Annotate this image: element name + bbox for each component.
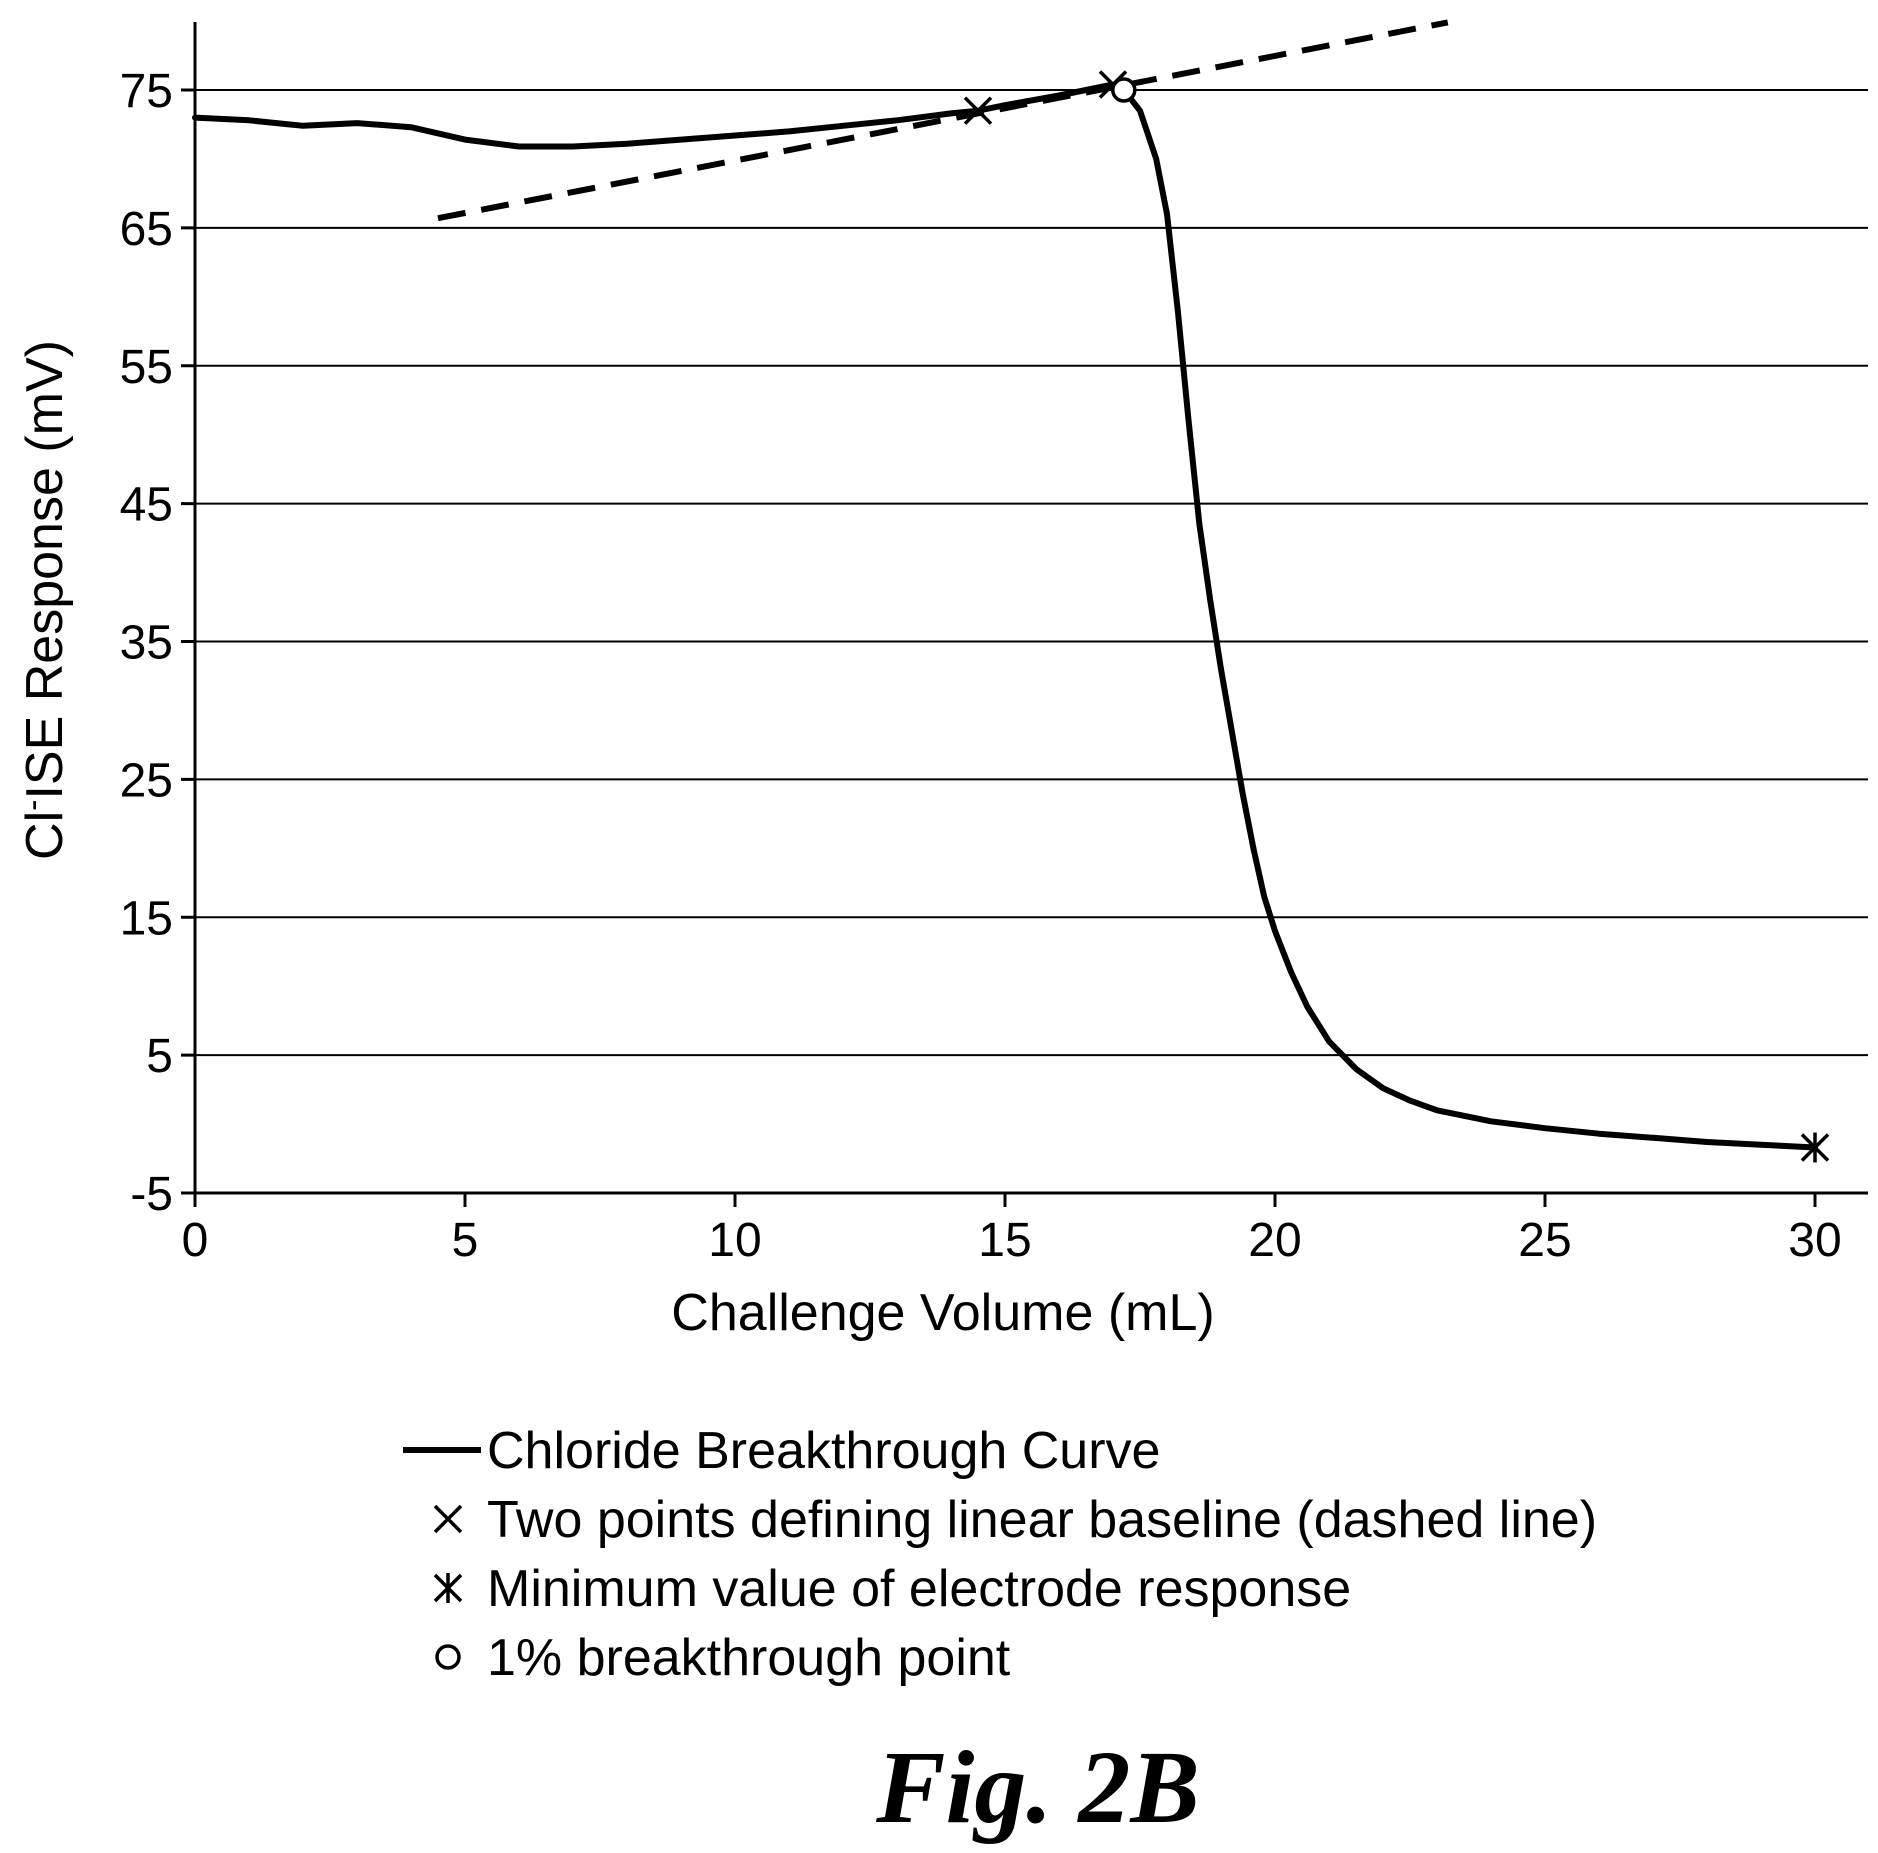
x-marker-stroke xyxy=(963,96,993,125)
axes xyxy=(181,22,1868,1207)
legend-x-symbol xyxy=(433,1504,463,1534)
minimum-response-marker xyxy=(1800,1132,1830,1163)
legend-label: Minimum value of electrode response xyxy=(487,1560,1351,1618)
breakthrough-curve-line xyxy=(192,81,1818,1151)
y-tick-label: -5 xyxy=(130,1168,173,1221)
legend-label: Chloride Breakthrough Curve xyxy=(487,1422,1160,1480)
gridlines xyxy=(195,89,1868,1057)
baseline-dashed-line xyxy=(437,19,1449,222)
y-tick-label: 25 xyxy=(120,754,173,807)
series xyxy=(192,19,1818,1151)
y-tick-label: 55 xyxy=(120,341,173,394)
x-marker-stroke xyxy=(433,1504,463,1534)
legend-asterisk-symbol xyxy=(433,1573,463,1603)
y-axis-title: Cl-ISE Response (mV) xyxy=(14,340,74,860)
x-tick-label: 0 xyxy=(182,1214,209,1267)
tick-labels: -5 5 15 25 35 45 55 65 75 0 5 10 15 20 25 30 xyxy=(120,65,1842,1267)
baseline-point-marker xyxy=(963,96,993,125)
y-axis-title-group: Cl-ISE Response (mV) xyxy=(14,340,74,860)
y-tick-label: 65 xyxy=(120,203,173,256)
y-axis-title-prefix: Cl xyxy=(16,811,74,860)
markers xyxy=(963,70,1830,1163)
x-tick-label: 20 xyxy=(1248,1214,1301,1267)
y-tick-label: 5 xyxy=(146,1030,173,1083)
y-tick-label: 15 xyxy=(120,892,173,945)
y-tick-label: 45 xyxy=(120,479,173,532)
figure-caption: Fig. 2B xyxy=(875,1730,1200,1845)
legend: Chloride Breakthrough Curve Two points de… xyxy=(403,1422,1597,1687)
y-tick-label: 75 xyxy=(120,65,173,118)
x-tick-label: 30 xyxy=(1788,1214,1841,1267)
legend-label: Two points defining linear baseline (das… xyxy=(487,1491,1597,1549)
x-tick-label: 5 xyxy=(452,1214,479,1267)
x-tick-label: 10 xyxy=(708,1214,761,1267)
y-tick-label: 35 xyxy=(120,617,173,670)
y-axis-title-superscript: - xyxy=(14,800,52,811)
breakthrough-point-marker xyxy=(1111,77,1137,103)
x-axis-title: Challenge Volume (mL) xyxy=(671,1284,1214,1342)
legend-circle-symbol xyxy=(435,1644,461,1670)
x-tick-label: 25 xyxy=(1518,1214,1571,1267)
legend-label: 1% breakthrough point xyxy=(487,1629,1011,1687)
y-axis-title-suffix: ISE Response (mV) xyxy=(16,340,74,800)
x-tick-label: 15 xyxy=(978,1214,1031,1267)
